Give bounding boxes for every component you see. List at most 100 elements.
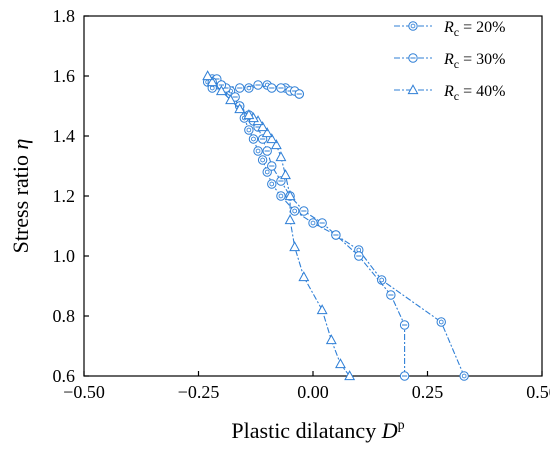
triangle-marker bbox=[289, 241, 301, 252]
circle-marker bbox=[308, 218, 318, 228]
hexagon-glyph bbox=[251, 136, 256, 142]
circle-marker bbox=[257, 155, 268, 165]
triangle-marker bbox=[325, 334, 337, 345]
circle-marker bbox=[244, 83, 254, 93]
triangle-marker bbox=[234, 103, 246, 114]
ticks-layer: −0.50 −0.25 0.00 0.25 0.50 0.6 0.8 1.0 1.2 1.4 1.6… bbox=[53, 6, 550, 402]
y-tick-label: 1.6 bbox=[53, 66, 76, 86]
data-point bbox=[408, 53, 418, 63]
data-point bbox=[344, 370, 356, 381]
data-point bbox=[399, 320, 410, 330]
circle-marker bbox=[248, 134, 259, 144]
data-point bbox=[317, 218, 327, 228]
data-point bbox=[331, 230, 341, 240]
y-tick-label: 1.0 bbox=[53, 246, 76, 266]
triangle-marker bbox=[298, 271, 310, 282]
data-point bbox=[215, 85, 227, 96]
triangle-marker bbox=[284, 190, 296, 201]
y-tick-label: 0.6 bbox=[53, 366, 76, 386]
data-point bbox=[235, 83, 245, 93]
series-line bbox=[206, 78, 465, 377]
series-layer bbox=[202, 70, 469, 381]
y-tick-label: 1.2 bbox=[53, 186, 76, 206]
triangle-marker bbox=[344, 370, 356, 381]
x-tick-label: 0.50 bbox=[526, 382, 550, 402]
data-point bbox=[276, 83, 286, 93]
hexagon-glyph bbox=[278, 193, 284, 199]
triangle-marker bbox=[316, 304, 328, 315]
hexagon-glyph bbox=[260, 157, 265, 163]
data-point bbox=[253, 80, 263, 90]
y-tick-label: 1.8 bbox=[53, 6, 76, 26]
plot-area-border bbox=[83, 15, 543, 377]
triangle-marker bbox=[280, 169, 291, 180]
data-point bbox=[284, 214, 296, 225]
circle-marker bbox=[244, 125, 254, 135]
triangle-marker bbox=[266, 133, 278, 144]
data-point bbox=[325, 334, 337, 345]
y-tick-label: 0.8 bbox=[53, 306, 76, 326]
series-1 bbox=[202, 74, 469, 381]
legend-label: Rc = 20% bbox=[443, 19, 505, 39]
circle-marker bbox=[267, 179, 277, 189]
triangle-marker bbox=[257, 121, 269, 132]
series-2 bbox=[207, 74, 410, 381]
data-point bbox=[206, 76, 218, 87]
data-point bbox=[262, 146, 272, 156]
data-point bbox=[316, 304, 328, 315]
data-point bbox=[399, 371, 410, 381]
triangle-marker bbox=[215, 85, 227, 96]
data-point bbox=[266, 133, 278, 144]
triangle-marker bbox=[284, 214, 296, 225]
x-tick-label: 0.25 bbox=[412, 382, 444, 402]
x-tick-label: −0.50 bbox=[63, 382, 105, 402]
data-point bbox=[257, 155, 268, 165]
data-point bbox=[253, 146, 263, 156]
circle-marker bbox=[408, 21, 418, 31]
hexagon-glyph bbox=[379, 277, 384, 283]
series-line bbox=[207, 75, 351, 377]
plot-frame bbox=[83, 15, 543, 377]
data-point bbox=[459, 371, 469, 381]
x-tick-label: −0.25 bbox=[178, 382, 220, 402]
triangle-marker bbox=[202, 70, 214, 81]
hexagon-glyph bbox=[246, 85, 252, 91]
data-point bbox=[267, 161, 277, 171]
data-point bbox=[408, 21, 418, 31]
data-point bbox=[244, 83, 254, 93]
hexagon-glyph bbox=[310, 220, 316, 226]
data-point bbox=[407, 84, 419, 95]
triangle-marker bbox=[275, 151, 287, 162]
data-point bbox=[335, 358, 346, 369]
series-3 bbox=[202, 70, 356, 381]
circle-marker bbox=[289, 206, 300, 216]
triangle-marker bbox=[206, 76, 218, 87]
hexagon-glyph bbox=[264, 169, 270, 175]
data-point bbox=[243, 109, 255, 120]
data-point bbox=[270, 139, 282, 150]
data-point bbox=[289, 241, 301, 252]
data-point bbox=[225, 94, 237, 105]
circle-marker bbox=[377, 275, 387, 285]
data-point bbox=[280, 169, 291, 180]
hexagon-glyph bbox=[269, 181, 274, 187]
data-point bbox=[276, 191, 286, 201]
series-line bbox=[210, 78, 406, 376]
circle-marker bbox=[253, 146, 263, 156]
triangle-marker bbox=[270, 139, 282, 150]
data-point bbox=[248, 134, 259, 144]
hexagon-glyph bbox=[410, 23, 416, 29]
data-point bbox=[261, 127, 273, 138]
x-axis-title: Plastic dilatancy Dp bbox=[231, 418, 404, 443]
y-tick-label: 1.4 bbox=[53, 126, 76, 146]
triangle-marker bbox=[261, 127, 273, 138]
data-point bbox=[267, 83, 277, 93]
legend: Rc = 20% Rc = 30% Rc = 40% bbox=[394, 19, 505, 103]
data-point bbox=[289, 206, 300, 216]
triangle-marker bbox=[335, 358, 346, 369]
legend-label: Rc = 30% bbox=[443, 51, 505, 71]
hexagon-glyph bbox=[246, 127, 252, 133]
data-point bbox=[202, 70, 214, 81]
y-axis-title: Stress ratio η bbox=[8, 139, 33, 254]
